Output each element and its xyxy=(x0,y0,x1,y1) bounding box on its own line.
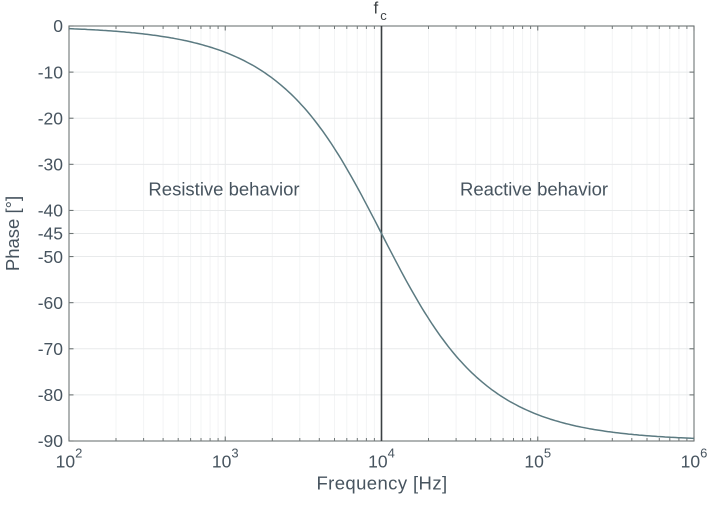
svg-text:Reactive behavior: Reactive behavior xyxy=(460,179,608,200)
svg-text:Resistive behavior: Resistive behavior xyxy=(148,179,299,200)
svg-text:-10: -10 xyxy=(38,62,64,82)
svg-text:-30: -30 xyxy=(38,155,64,175)
svg-text:Phase [°]: Phase [°] xyxy=(2,196,23,271)
svg-text:-70: -70 xyxy=(38,339,64,359)
svg-text:-50: -50 xyxy=(38,247,64,267)
svg-text:Frequency [Hz]: Frequency [Hz] xyxy=(316,473,447,494)
svg-text:-90: -90 xyxy=(38,431,64,451)
svg-text:-45: -45 xyxy=(38,224,63,244)
svg-text:-60: -60 xyxy=(38,293,64,313)
svg-text:-80: -80 xyxy=(38,385,64,405)
svg-text:-40: -40 xyxy=(38,201,64,221)
svg-text:0: 0 xyxy=(53,16,63,36)
svg-text:-20: -20 xyxy=(38,108,64,128)
